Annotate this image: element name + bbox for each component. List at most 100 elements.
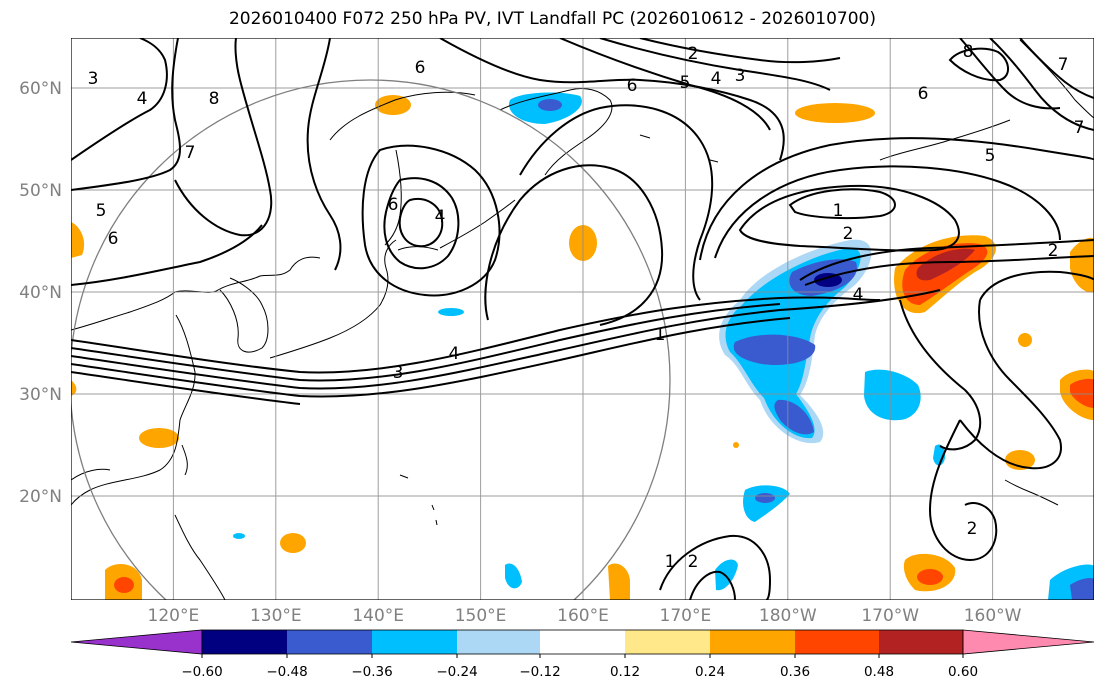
contour-label: 8 xyxy=(963,42,974,62)
pv-positive-2 xyxy=(375,95,411,115)
contour-label: 6 xyxy=(627,76,638,96)
contour-label: 3 xyxy=(393,363,404,383)
colorbar-extend-under xyxy=(70,629,203,655)
lat-axis-labels: 60°N 50°N 40°N 30°N 20°N xyxy=(19,79,62,507)
coastlines xyxy=(71,39,1094,600)
contour-label: 5 xyxy=(96,201,107,221)
colorbar-tick-label: −0.48 xyxy=(266,664,307,680)
contour-label: 4 xyxy=(449,344,460,364)
lat-label: 30°N xyxy=(19,385,62,405)
contour-label: 7 xyxy=(1074,118,1085,138)
colorbar-ticks xyxy=(201,654,964,658)
lon-label: 170°W xyxy=(861,606,919,626)
contour-label: 3 xyxy=(735,66,746,86)
colorbar-tick-label: 0.24 xyxy=(695,664,725,680)
coast-japan xyxy=(269,239,397,359)
contour-label: 2 xyxy=(843,224,854,244)
colorbar-frame xyxy=(201,629,964,655)
lon-label: 120°E xyxy=(148,606,200,626)
contour-label: 6 xyxy=(388,195,399,215)
lon-label: 180°W xyxy=(759,606,817,626)
contour-label: 5 xyxy=(985,146,996,166)
pv-positive-1 xyxy=(795,103,875,123)
graticule xyxy=(71,38,1094,600)
lon-axis-labels: 120°E 130°E 140°E 150°E 160°E 170°E 180°… xyxy=(148,606,1022,626)
contour-label: 3 xyxy=(88,69,99,89)
colorbar-tick-label: 0.48 xyxy=(864,664,894,680)
colorbar-bin xyxy=(287,630,372,654)
colorbar-bin xyxy=(795,630,879,654)
colorbar: −0.60 −0.48 −0.36 −0.24 −0.12 0.12 0.24 … xyxy=(70,629,1095,680)
pv-positive-left-edge-2 xyxy=(71,380,77,396)
pv-positive-10 xyxy=(608,563,630,600)
colorbar-bin xyxy=(710,630,795,654)
contour-label: 8 xyxy=(209,89,220,109)
pv-negative-small-6 xyxy=(233,533,245,539)
pv-positive-right-edge xyxy=(1070,237,1094,293)
contour-label: 6 xyxy=(918,84,929,104)
pv-negative-170w xyxy=(864,369,921,421)
colorbar-tick-label: −0.36 xyxy=(351,664,392,680)
plot-title: 2026010400 F072 250 hPa PV, IVT Landfall… xyxy=(228,9,876,29)
contour-label: 1 xyxy=(655,325,666,345)
contour-label: 2 xyxy=(688,552,699,572)
colorbar-tick-label: −0.60 xyxy=(181,664,222,680)
contour-label: 4 xyxy=(853,285,864,305)
pv-negative-small-1 xyxy=(743,485,790,522)
pv-positive-9-core xyxy=(114,577,134,593)
coast-taiwan-philippines xyxy=(174,444,226,600)
pv-positive-7 xyxy=(1018,333,1032,347)
colorbar-bin xyxy=(457,630,540,654)
contour-label: 1 xyxy=(833,201,844,221)
pv-positive-4 xyxy=(139,428,179,448)
lon-label: 170°E xyxy=(660,606,712,626)
colorbar-bin xyxy=(879,630,963,654)
pv-negative-central-pacific-strong-2 xyxy=(733,334,816,366)
colorbar-tick-label: 0.36 xyxy=(780,664,810,680)
contour-label: 1 xyxy=(665,552,676,572)
pv-positive-left-edge xyxy=(71,222,85,258)
pv-negative-central-pacific-strong-3 xyxy=(774,399,814,435)
lon-label: 140°E xyxy=(352,606,404,626)
contour-label: 2 xyxy=(688,44,699,64)
lat-label: 40°N xyxy=(19,283,62,303)
lat-label: 50°N xyxy=(19,181,62,201)
pv-positive-11 xyxy=(733,442,739,448)
colorbar-tick-label: −0.12 xyxy=(519,664,560,680)
colorbar-tick-label: 0.12 xyxy=(610,664,640,680)
lat-label: 20°N xyxy=(19,487,62,507)
pv-positive-8-core xyxy=(917,569,943,585)
coast-china-korea xyxy=(71,256,321,506)
landfall-region-circle xyxy=(71,79,671,600)
pv-negative-core xyxy=(814,273,842,287)
coast-hawaii xyxy=(1004,479,1059,506)
pv-negative-okhotsk-core xyxy=(538,99,562,111)
contour-label: 4 xyxy=(435,207,446,227)
pv-positive-right-edge-2-core xyxy=(1070,378,1094,408)
coast-okhotsk-north xyxy=(329,91,476,141)
contour-label: 2 xyxy=(967,519,978,539)
lon-label: 160°W xyxy=(964,606,1022,626)
colorbar-tick-label: −0.24 xyxy=(436,664,477,680)
contour-label: 6 xyxy=(415,58,426,78)
pv-negative-small-3 xyxy=(505,563,522,589)
colorbar-bin xyxy=(540,630,625,654)
contour-labels: 3 4 8 7 5 6 6 4 6 2 6 5 4 3 8 6 7 7 5 1 … xyxy=(88,42,1085,572)
colorbar-bin xyxy=(202,630,287,654)
pv-positive-dateline-east-core xyxy=(916,248,975,281)
lon-label: 160°E xyxy=(557,606,609,626)
colorbar-bin xyxy=(372,630,457,654)
map-panel: 3 4 8 7 5 6 6 4 6 2 6 5 4 3 8 6 7 7 5 1 … xyxy=(71,38,1094,600)
pv-contours xyxy=(71,38,1094,600)
pv-negative-small-1-core xyxy=(755,493,775,503)
lat-label: 60°N xyxy=(19,79,62,99)
colorbar-tick-label: 0.60 xyxy=(948,664,978,680)
lon-label: 150°E xyxy=(455,606,507,626)
contour-label: 2 xyxy=(1048,241,1059,261)
coast-kamchatka xyxy=(499,87,613,176)
pv-negative-bottom-right-core xyxy=(1070,577,1094,600)
colorbar-bin xyxy=(625,630,710,654)
lon-label: 130°E xyxy=(250,606,302,626)
coast-china-south xyxy=(71,468,111,481)
